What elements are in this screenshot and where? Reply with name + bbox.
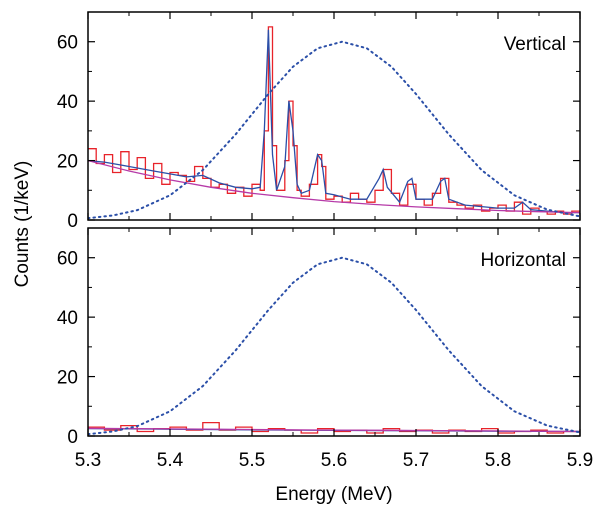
x-tick-label: 5.8 <box>485 450 511 471</box>
y-tick-label: 60 <box>57 249 78 270</box>
x-tick-label: 5.9 <box>567 450 593 471</box>
expected-series <box>88 256 580 436</box>
x-tick-label: 5.6 <box>321 450 347 471</box>
x-tick-label: 5.3 <box>75 450 101 471</box>
panel-horizontal: 0 20 40 60 5.3 5.4 5.5 5.6 5.7 5.8 5.9 Horizontal <box>57 227 593 471</box>
x-tick-label: 5.5 <box>239 450 265 471</box>
panel-label: Horizontal <box>480 250 566 271</box>
y-tick-label: 20 <box>57 368 78 389</box>
y-tick-label: 20 <box>57 152 78 173</box>
histogram-series <box>88 421 580 434</box>
y-tick-label: 0 <box>67 211 78 232</box>
y-tick-label: 0 <box>67 427 78 448</box>
x-tick-label: 5.7 <box>403 450 429 471</box>
y-tick-label: 40 <box>57 308 78 329</box>
y-tick-label: 40 <box>57 92 78 113</box>
y-tick-label: 60 <box>57 33 78 54</box>
x-tick-label: 5.4 <box>157 450 184 471</box>
panel-vertical: 0 20 40 60 Vertical <box>57 11 581 232</box>
plot-area <box>88 26 580 220</box>
plot-area <box>88 256 580 436</box>
y-axis-title: Counts (1/keV) <box>12 161 33 288</box>
background-series <box>88 159 580 214</box>
x-axis-title: Energy (MeV) <box>275 484 392 505</box>
fit-series <box>88 29 580 214</box>
expected-series <box>88 40 580 220</box>
panel-label: Vertical <box>504 34 566 55</box>
